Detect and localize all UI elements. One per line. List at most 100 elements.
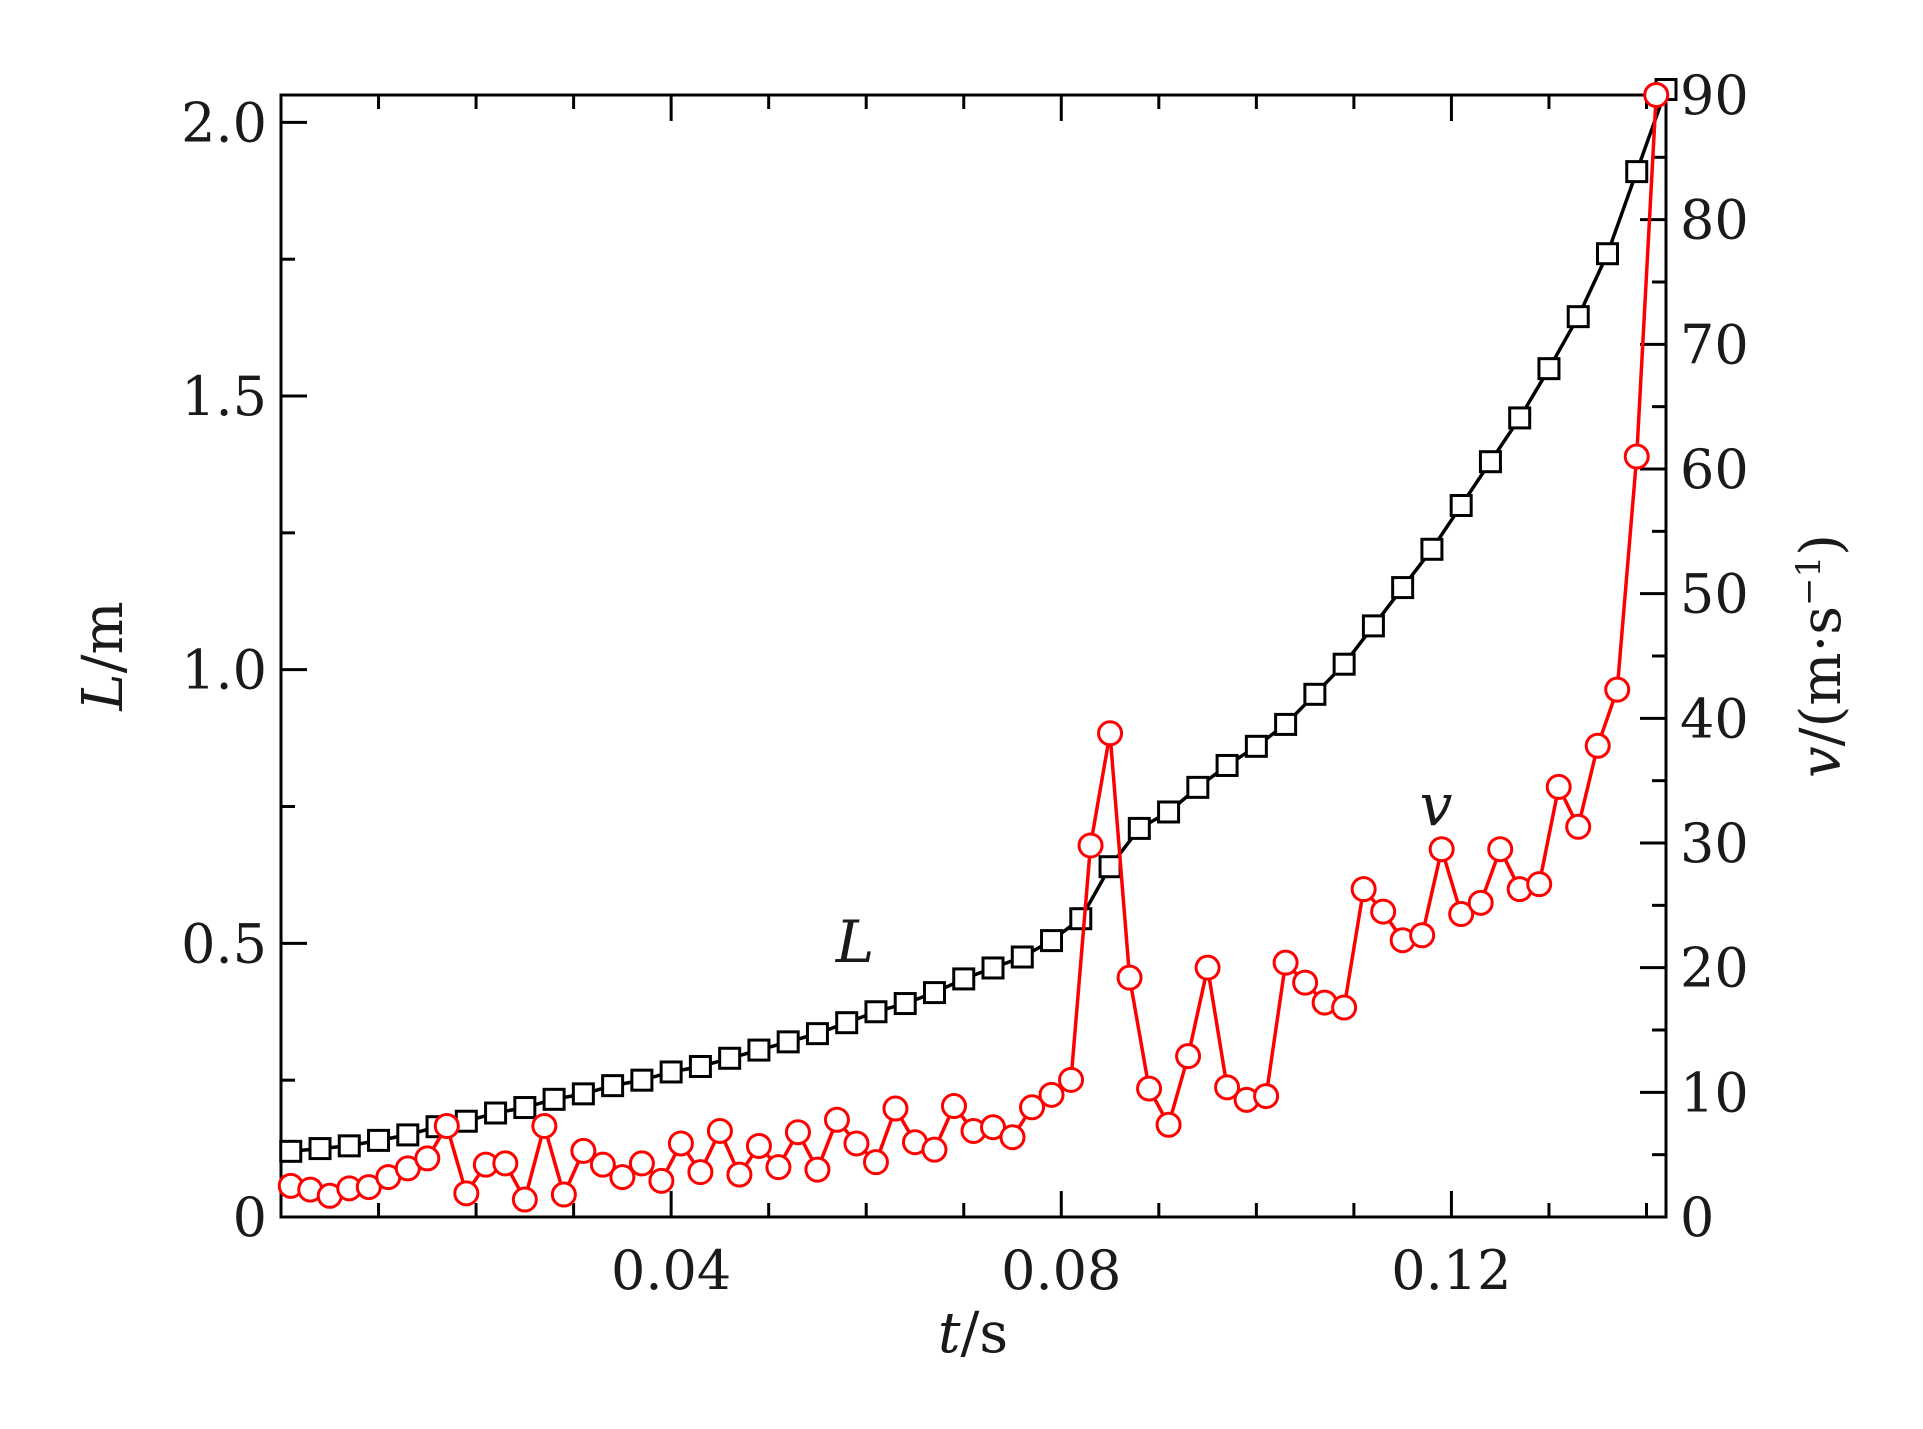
y-right-tick-label: 20 xyxy=(1680,937,1749,1000)
data-point-L xyxy=(1127,816,1151,840)
data-point-L xyxy=(1625,160,1649,184)
y-right-tick-label: 80 xyxy=(1680,189,1749,252)
data-point-v xyxy=(1077,832,1104,859)
data-point-L xyxy=(1157,800,1181,824)
data-point-v xyxy=(823,1106,850,1133)
x-tick-label: 0.08 xyxy=(1001,1239,1121,1302)
y-left-tick-label: 1.0 xyxy=(181,639,267,702)
data-point-v xyxy=(1058,1066,1085,1093)
y-left-axis-title: L/m xyxy=(71,601,136,711)
data-point-L xyxy=(1420,537,1444,561)
data-point-v xyxy=(1448,901,1475,928)
y-left-tick-label: 2.0 xyxy=(181,91,267,154)
y-right-tick-label: 60 xyxy=(1680,438,1749,501)
data-point-L xyxy=(601,1074,625,1098)
data-point-v xyxy=(784,1119,811,1146)
data-point-L xyxy=(367,1128,391,1152)
axis-ticks xyxy=(281,95,1666,1217)
data-point-v xyxy=(550,1181,577,1208)
data-point-L xyxy=(981,956,1005,980)
data-point-L xyxy=(1010,945,1034,969)
data-point-L xyxy=(1537,357,1561,381)
data-point-v xyxy=(570,1137,597,1164)
data-point-L xyxy=(1595,242,1619,266)
data-point-L xyxy=(542,1087,566,1111)
x-tick-label: 0.04 xyxy=(611,1239,731,1302)
data-point-v xyxy=(1545,773,1572,800)
data-point-L xyxy=(1303,682,1327,706)
data-point-L xyxy=(308,1137,332,1161)
data-point-v xyxy=(589,1151,616,1178)
data-point-v xyxy=(843,1130,870,1157)
x-axis-title: t/s xyxy=(938,1301,1008,1366)
data-point-v xyxy=(1467,889,1494,916)
data-point-v xyxy=(511,1186,538,1213)
data-point-v xyxy=(882,1095,909,1122)
data-point-v xyxy=(1116,964,1143,991)
plot-frame xyxy=(279,93,1668,1219)
y-right-tick-label: 70 xyxy=(1680,313,1749,376)
data-point-v xyxy=(1272,949,1299,976)
data-point-v xyxy=(1038,1081,1065,1108)
data-point-v xyxy=(1565,813,1592,840)
data-point-v xyxy=(1155,1111,1182,1138)
y-right-tick-label: 30 xyxy=(1680,812,1749,875)
y-left-tick-labels: 0 0.5 1.0 1.5 2.0 xyxy=(181,91,267,1249)
data-point-v xyxy=(1175,1043,1202,1070)
data-point-L xyxy=(1274,712,1298,736)
data-point-v xyxy=(1019,1094,1046,1121)
y-right-tick-label: 0 xyxy=(1680,1186,1714,1249)
data-point-L xyxy=(659,1060,683,1084)
series-label-L: L xyxy=(835,908,875,976)
data-point-v xyxy=(1331,994,1358,1021)
y-left-tick-label: 0 xyxy=(233,1186,267,1249)
y-right-tick-label: 50 xyxy=(1680,563,1749,626)
data-point-v xyxy=(726,1161,753,1188)
data-point-L xyxy=(1040,929,1064,953)
data-point-L xyxy=(776,1030,800,1054)
data-point-v xyxy=(1428,836,1455,863)
data-point-L xyxy=(1449,493,1473,517)
data-point-L xyxy=(279,1139,303,1163)
data-point-v xyxy=(940,1093,967,1120)
data-point-v xyxy=(1623,443,1650,470)
data-point-L xyxy=(1332,652,1356,676)
data-point-v xyxy=(1370,898,1397,925)
series-layer xyxy=(277,78,1678,1213)
data-point-v xyxy=(804,1156,831,1183)
data-point-v xyxy=(765,1154,792,1181)
data-point-L xyxy=(718,1046,742,1070)
data-point-L xyxy=(484,1101,508,1125)
data-point-v xyxy=(706,1117,733,1144)
data-point-v xyxy=(745,1132,772,1159)
data-point-L xyxy=(1069,907,1093,931)
data-point-v xyxy=(1604,676,1631,703)
y-right-tick-label: 10 xyxy=(1680,1061,1749,1124)
data-point-v xyxy=(999,1124,1026,1151)
data-point-v xyxy=(531,1112,558,1139)
data-point-L xyxy=(688,1054,712,1078)
data-point-v xyxy=(1584,732,1611,759)
data-point-v xyxy=(453,1180,480,1207)
y-right-tick-label: 90 xyxy=(1680,64,1749,127)
data-point-v xyxy=(1409,922,1436,949)
data-point-v xyxy=(1487,836,1514,863)
data-point-v xyxy=(1214,1074,1241,1101)
data-point-L xyxy=(396,1123,420,1147)
data-point-L xyxy=(835,1011,859,1035)
data-point-L xyxy=(1478,450,1502,474)
data-point-v xyxy=(414,1145,441,1172)
data-point-v xyxy=(1136,1075,1163,1102)
data-point-v xyxy=(1292,969,1319,996)
data-point-v xyxy=(1194,954,1221,981)
y-right-axis-title: v/(m·s−1) xyxy=(1789,534,1854,778)
data-point-v xyxy=(1097,720,1124,747)
data-point-L xyxy=(1566,305,1590,329)
data-point-L xyxy=(922,981,946,1005)
data-point-L xyxy=(1508,406,1532,430)
data-point-v xyxy=(862,1149,889,1176)
data-point-L xyxy=(805,1022,829,1046)
data-point-L xyxy=(893,992,917,1016)
data-point-L xyxy=(1186,775,1210,799)
